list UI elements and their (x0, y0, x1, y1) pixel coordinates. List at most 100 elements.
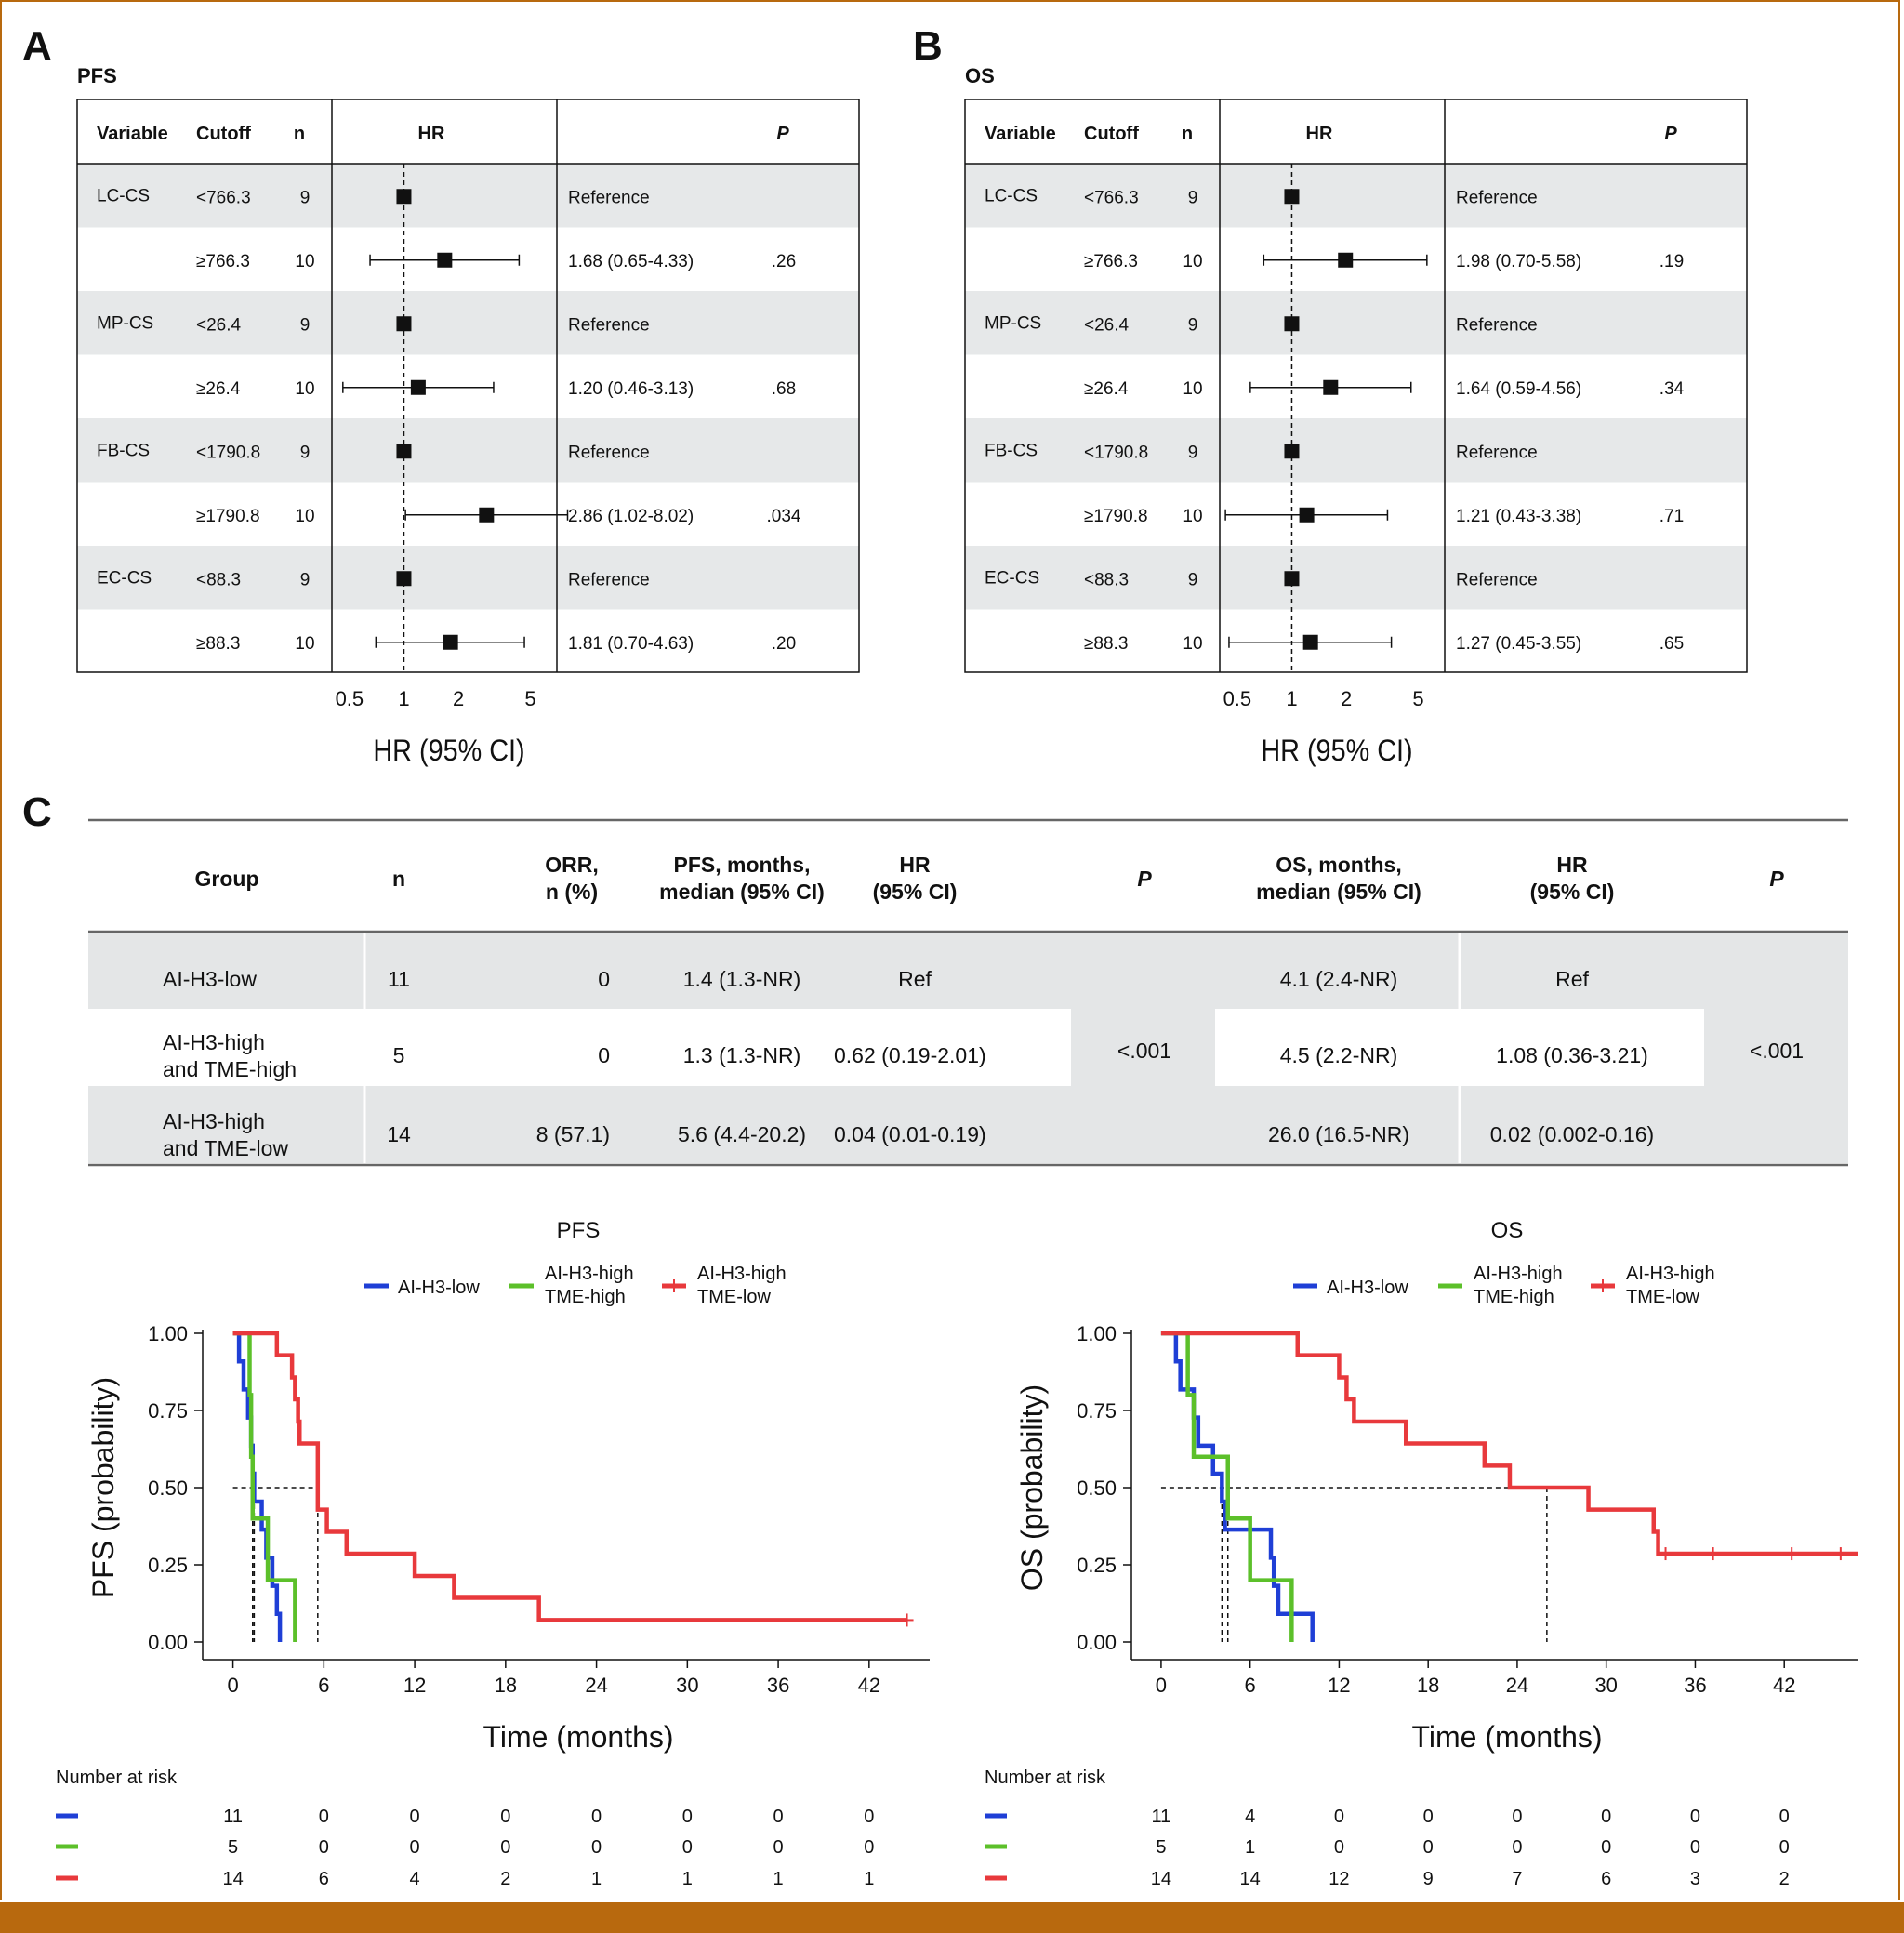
forest-pfs-table-border (76, 99, 860, 673)
forest-os-p-value: .34 (1659, 379, 1685, 399)
table-c-header-pfs-2: median (95% CI) (659, 880, 825, 904)
forest-pfs-xlabel: HR (95% CI) (373, 735, 524, 768)
km-pfs-legend-label: AI-H3-low (398, 1278, 480, 1298)
km-pfs-risk-count: 1 (864, 1869, 874, 1889)
km-pfs-risk-count: 1 (682, 1869, 693, 1889)
forest-os-n-label: 9 (1188, 315, 1198, 335)
km-pfs-legend-label-2: TME-high (545, 1287, 626, 1307)
forest-os-cutoff-label: ≥26.4 (1084, 379, 1129, 399)
forest-os-row-shade (965, 546, 1747, 610)
table-c-os-median: 4.1 (2.4-NR) (1280, 967, 1398, 991)
km-os-risk-count: 11 (1152, 1807, 1171, 1827)
forest-pfs-hr-point (479, 507, 495, 523)
table-c-header-hr-os-2: (95% CI) (1530, 880, 1615, 904)
km-pfs-risk-count: 0 (500, 1837, 510, 1858)
km-os-risk-count: 12 (1329, 1869, 1349, 1889)
km-pfs-y-tick-label: 1.00 (148, 1322, 188, 1345)
km-os-risk-count: 0 (1690, 1807, 1700, 1827)
forest-pfs-cutoff-label: <88.3 (196, 570, 241, 589)
km-pfs-risk-count: 11 (223, 1807, 243, 1827)
forest-pfs-cutoff-label: <766.3 (196, 188, 251, 207)
km-os-risk-count: 0 (1423, 1837, 1434, 1858)
km-pfs-risk-count: 0 (591, 1837, 602, 1858)
forest-pfs-p-value: .26 (772, 252, 796, 271)
km-os-x-tick-label: 30 (1594, 1674, 1617, 1697)
forest-pfs-hr-point (396, 189, 412, 205)
km-os-ylabel: OS (probability) (1015, 1384, 1049, 1591)
forest-pfs-hr-value: 1.68 (0.65-4.33) (568, 252, 694, 271)
forest-os-xlabel: HR (95% CI) (1261, 735, 1412, 768)
table-c-n: 5 (393, 1043, 405, 1067)
km-os-x-tick-label: 24 (1506, 1674, 1528, 1697)
forest-os-axis-tick: 0.5 (1223, 687, 1252, 710)
forest-pfs-n-label: 9 (300, 315, 311, 335)
forest-os-row-shade (965, 291, 1747, 355)
forest-pfs-n-label: 10 (295, 379, 314, 399)
km-os-risk-count: 2 (1779, 1869, 1790, 1889)
forest-pfs-cutoff-label: <1790.8 (196, 443, 260, 462)
forest-os-cutoff-label: ≥88.3 (1084, 634, 1128, 654)
table-c-header-pfs: PFS, months, (674, 853, 811, 877)
km-pfs-y-tick-label: 0.25 (148, 1554, 188, 1577)
km-os-y-tick-label: 0.50 (1077, 1476, 1117, 1500)
forest-pfs-hr-point (396, 316, 412, 332)
km-os-legend-label-2: TME-low (1626, 1287, 1699, 1307)
forest-os-hr-value: 1.64 (0.59-4.56) (1456, 379, 1581, 399)
forest-os-variable-label: FB-CS (985, 441, 1038, 460)
forest-pfs-cutoff-label: ≥766.3 (196, 252, 250, 271)
forest-pfs-p-value: .68 (772, 379, 796, 399)
table-c-header-hr-pfs: HR (899, 853, 931, 877)
forest-os-axis-tick: 2 (1341, 687, 1352, 710)
panel-label-a: A (22, 23, 52, 69)
forest-pfs-axis-tick: 2 (453, 687, 464, 710)
km-os-risk-count: 0 (1601, 1807, 1611, 1827)
km-pfs-y-tick-label: 0.50 (148, 1476, 188, 1500)
forest-pfs-hr-value: Reference (568, 188, 650, 207)
km-os-risk-title: Number at risk (985, 1768, 1106, 1788)
forest-os-hr-value: Reference (1456, 570, 1538, 589)
km-pfs-y-tick-label: 0.00 (148, 1631, 188, 1654)
km-os-risk-count: 0 (1512, 1837, 1522, 1858)
panel-label-c: C (22, 789, 52, 835)
forest-pfs-n-label: 10 (295, 252, 314, 271)
km-pfs-risk-count: 0 (319, 1837, 329, 1858)
km-pfs-risk-count: 2 (500, 1869, 510, 1889)
forest-pfs-hr-value: 1.20 (0.46-3.13) (568, 379, 694, 399)
table-c-header-p-os: P (1769, 867, 1784, 891)
km-pfs-risk-count: 0 (500, 1807, 510, 1827)
table-c-header-p-pfs: P (1137, 867, 1152, 891)
table-c-pfs-median: 5.6 (4.4-20.2) (678, 1122, 806, 1146)
table-c-header-orr-2: n (%) (546, 880, 598, 904)
km-os-legend-label: AI-H3-low (1327, 1278, 1408, 1298)
table-c-n: 14 (387, 1122, 411, 1146)
table-c-header-n: n (392, 867, 405, 891)
km-pfs-xlabel: Time (months) (483, 1720, 673, 1754)
km-os-risk-count: 3 (1690, 1869, 1700, 1889)
table-c-group-label-2: and TME-low (163, 1136, 288, 1160)
table-c-header-hr-os: HR (1556, 853, 1588, 877)
forest-os-n-label: 10 (1183, 252, 1202, 271)
km-pfs-curve-2 (232, 1331, 298, 1642)
forest-pfs-hr-value: 1.81 (0.70-4.63) (568, 634, 694, 654)
km-pfs-risk-count: 0 (410, 1807, 420, 1827)
km-pfs-risk-count: 0 (682, 1807, 693, 1827)
forest-os-header-cutoff: Cutoff (1084, 124, 1139, 144)
forest-pfs-n-label: 10 (295, 507, 314, 526)
km-os-y-tick-label: 0.25 (1077, 1554, 1117, 1577)
km-os-legend-label-2: TME-high (1474, 1287, 1554, 1307)
forest-os-n-label: 9 (1188, 443, 1198, 462)
table-c-hr-pfs: Ref (898, 967, 932, 991)
km-os-risk-count: 14 (1151, 1869, 1171, 1889)
km-os-risk-count: 0 (1334, 1837, 1344, 1858)
forest-pfs-n-label: 9 (300, 188, 311, 207)
km-os-risk-count: 5 (1156, 1837, 1166, 1858)
forest-os-table-border (964, 99, 1748, 673)
table-c-header-os-2: median (95% CI) (1256, 880, 1421, 904)
forest-os-row-shade (965, 164, 1747, 228)
km-os-curve-2 (1160, 1331, 1294, 1642)
km-os-risk-count: 0 (1601, 1837, 1611, 1858)
table-c-pfs-median: 1.4 (1.3-NR) (683, 967, 801, 991)
forest-os-hr-point (1284, 444, 1300, 459)
km-os-x-tick-label: 12 (1328, 1674, 1350, 1697)
